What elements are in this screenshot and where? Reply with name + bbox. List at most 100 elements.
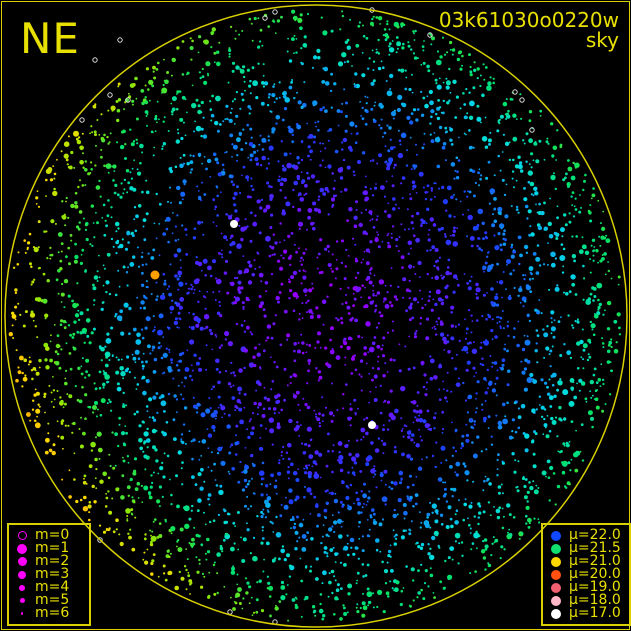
- star: [163, 452, 166, 455]
- star: [237, 480, 241, 484]
- star: [389, 555, 392, 558]
- star: [296, 421, 299, 424]
- star: [114, 312, 118, 316]
- star: [292, 373, 297, 377]
- star: [233, 521, 235, 524]
- star: [439, 55, 443, 59]
- star: [355, 209, 358, 211]
- star: [195, 256, 198, 259]
- star: [610, 345, 613, 349]
- star: [433, 132, 436, 134]
- star: [279, 343, 283, 347]
- star: [156, 499, 161, 504]
- star: [197, 190, 200, 192]
- star: [319, 150, 322, 153]
- star: [362, 493, 367, 499]
- star: [94, 133, 97, 137]
- star: [387, 149, 391, 153]
- star: [492, 536, 495, 539]
- star: [117, 269, 120, 272]
- star: [466, 235, 469, 238]
- star: [527, 170, 533, 176]
- star: [391, 175, 394, 178]
- star: [50, 334, 52, 337]
- star: [274, 606, 279, 611]
- star: [177, 132, 180, 135]
- star: [107, 398, 111, 401]
- star: [145, 316, 151, 322]
- star: [273, 253, 276, 256]
- star: [281, 118, 285, 122]
- star: [183, 565, 187, 568]
- star: [318, 421, 321, 425]
- star: [349, 337, 353, 341]
- star: [393, 295, 397, 299]
- star: [272, 322, 276, 326]
- star: [141, 364, 145, 368]
- star: [78, 428, 81, 430]
- star: [284, 97, 291, 103]
- star: [441, 145, 446, 150]
- star: [556, 484, 561, 489]
- star: [410, 247, 412, 250]
- star: [226, 239, 228, 241]
- star: [229, 445, 232, 448]
- star: [282, 445, 285, 448]
- star: [115, 356, 118, 359]
- star: [501, 461, 505, 465]
- star: [458, 136, 460, 139]
- star: [473, 68, 477, 73]
- star: [244, 464, 249, 470]
- star: [95, 436, 97, 439]
- star: [211, 348, 214, 351]
- star: [126, 231, 131, 236]
- star: [467, 394, 473, 400]
- star: [215, 367, 219, 371]
- star: [599, 244, 602, 247]
- star: [74, 313, 80, 318]
- star: [337, 459, 340, 462]
- star: [160, 394, 165, 399]
- star: [345, 495, 350, 501]
- star: [283, 558, 287, 562]
- star: [251, 426, 255, 430]
- star: [196, 402, 201, 407]
- star: [497, 420, 503, 426]
- star: [371, 17, 374, 21]
- star: [538, 202, 541, 206]
- star: [53, 398, 56, 401]
- star: [491, 223, 496, 228]
- star: [189, 582, 192, 586]
- star: [326, 552, 329, 555]
- star: [239, 191, 242, 195]
- star: [506, 503, 511, 508]
- star: [452, 487, 457, 492]
- star: [46, 257, 49, 260]
- star: [141, 501, 144, 503]
- star: [535, 408, 538, 411]
- star: [96, 221, 99, 225]
- star: [512, 158, 515, 162]
- star: [454, 513, 457, 516]
- star: [195, 411, 199, 414]
- star: [49, 257, 52, 260]
- star: [286, 333, 291, 338]
- star: [272, 407, 277, 411]
- star: [154, 117, 158, 121]
- star: [32, 367, 37, 371]
- star: [420, 63, 423, 66]
- star: [487, 138, 492, 143]
- star: [400, 68, 405, 73]
- star: [75, 499, 79, 504]
- star: [389, 358, 393, 362]
- star: [293, 34, 296, 37]
- star: [279, 241, 281, 244]
- star: [422, 419, 427, 424]
- star: [517, 164, 523, 170]
- star: [357, 407, 359, 410]
- star: [93, 236, 96, 239]
- star: [450, 524, 454, 529]
- star: [468, 190, 472, 194]
- star: [126, 485, 131, 490]
- star: [476, 435, 480, 439]
